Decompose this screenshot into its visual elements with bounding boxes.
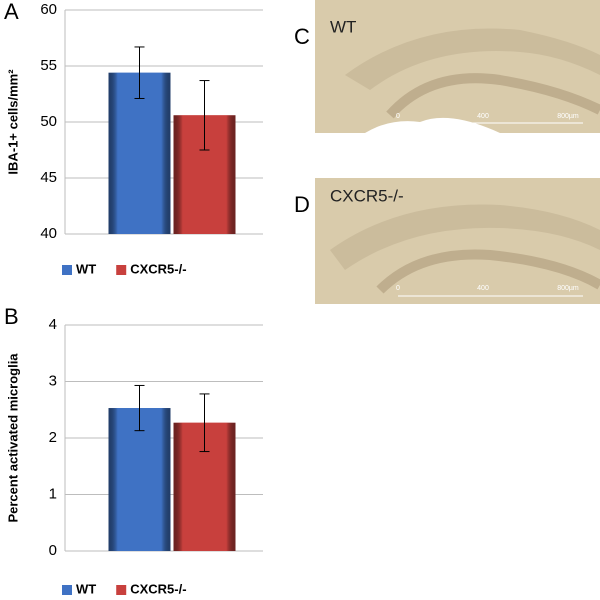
error-bar: [199, 393, 210, 453]
scale-label: 400: [477, 285, 489, 292]
tissue: [365, 117, 500, 133]
legend-swatch: [116, 585, 127, 595]
error-bar: [134, 46, 145, 99]
legend-label: WT: [76, 261, 96, 276]
legend-label: CXCR5-/-: [130, 261, 186, 276]
panel-label: D: [294, 192, 310, 217]
tissue: [330, 204, 600, 270]
y-tick-label: 4: [49, 316, 57, 333]
error-bar: [199, 80, 210, 151]
scale-label: 800µm: [557, 113, 579, 120]
error-bar: [134, 384, 145, 432]
tissue: [345, 28, 600, 90]
scale-label: 400: [477, 113, 489, 120]
scale-label: 0: [396, 113, 400, 120]
y-tick-label: 0: [49, 542, 57, 559]
y-tick-label: 40: [40, 225, 57, 242]
legend-label: WT: [76, 581, 96, 596]
panel-label: C: [294, 24, 310, 49]
tissue: [376, 249, 600, 294]
bar-shade: [108, 72, 171, 234]
micrograph: WT 0 400 800µm: [315, 0, 600, 133]
bar-shade: [108, 408, 171, 551]
legend-swatch: [62, 265, 72, 275]
y-tick-label: 3: [49, 372, 57, 389]
micrograph: CXCR5-/- 0 400 800µm: [315, 178, 600, 304]
panel-label: B: [4, 304, 19, 329]
y-tick-label: 55: [40, 57, 57, 74]
y-tick-label: 45: [40, 169, 57, 186]
y-tick-label: 60: [40, 1, 57, 18]
legend-swatch: [116, 265, 127, 275]
y-tick-label: 50: [40, 113, 57, 130]
y-axis-label: IBA-1+ cells/mm²: [5, 69, 20, 175]
y-tick-label: 1: [49, 485, 57, 502]
legend-label: CXCR5-/-: [130, 581, 186, 596]
image-label: WT: [330, 17, 356, 36]
image-label: CXCR5-/-: [330, 186, 404, 205]
scale-label: 800µm: [557, 285, 579, 292]
legend-swatch: [62, 585, 72, 595]
scale-label: 0: [396, 285, 400, 292]
panel-label: A: [4, 0, 19, 24]
y-axis-label: Percent activated microglia: [5, 353, 20, 523]
y-tick-label: 2: [49, 429, 57, 446]
tissue: [386, 73, 600, 119]
